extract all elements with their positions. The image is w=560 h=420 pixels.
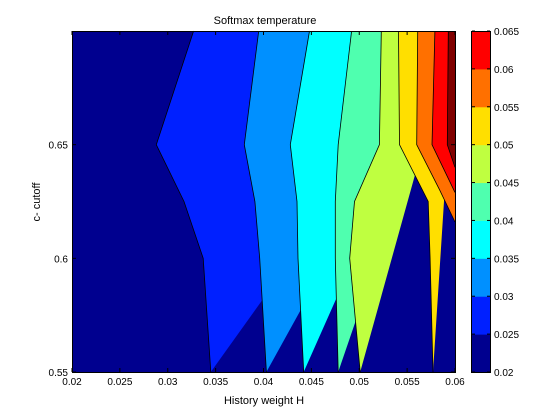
chart-title: Softmax temperature bbox=[214, 15, 317, 27]
contour-line bbox=[243, 30, 267, 373]
colorbar-frame bbox=[471, 31, 491, 373]
x-tick-label: 0.045 bbox=[299, 377, 324, 388]
colorbar-tick-label: 0.025 bbox=[494, 330, 519, 341]
x-axis-label: History weight H bbox=[224, 395, 304, 407]
colorbar-tick-label: 0.055 bbox=[494, 103, 519, 114]
contour-line bbox=[289, 30, 310, 373]
colorbar-tick-label: 0.035 bbox=[494, 254, 519, 265]
y-tick-label: 0.55 bbox=[49, 368, 69, 379]
contour-line bbox=[398, 30, 434, 373]
contour-line bbox=[431, 30, 456, 193]
colorbar-tick-label: 0.065 bbox=[494, 27, 519, 38]
y-tick-label: 0.65 bbox=[49, 141, 69, 152]
colorbar-tick-label: 0.06 bbox=[494, 65, 514, 76]
colorbar-swatch bbox=[472, 182, 490, 221]
x-tick-label: 0.03 bbox=[158, 377, 178, 388]
colorbar-swatch bbox=[472, 220, 490, 259]
colorbar: 0.02 0.025 0.03 0.035 0.04 0.045 0.05 0.055 0.06… bbox=[471, 27, 519, 379]
contour-line bbox=[416, 30, 456, 223]
contour-line bbox=[349, 30, 382, 373]
colorbar-swatch bbox=[472, 144, 490, 184]
contour-line bbox=[155, 30, 212, 373]
contour-plot-area: 0.02 0.025 0.03 0.035 0.04 0.045 0.05 0.055 0.06… bbox=[49, 30, 465, 388]
y-axis-label: c- cutoff bbox=[31, 182, 43, 222]
colorbar-swatch bbox=[472, 106, 490, 146]
x-tick-label: 0.025 bbox=[107, 377, 132, 388]
colorbar-swatch bbox=[472, 258, 490, 297]
colorbar-tick-label: 0.02 bbox=[494, 368, 514, 379]
contour-line bbox=[334, 30, 352, 373]
colorbar-swatch bbox=[472, 68, 490, 108]
y-tick-label: 0.6 bbox=[54, 254, 68, 265]
colorbar-tick-label: 0.045 bbox=[494, 179, 519, 190]
contour-band-9 bbox=[447, 31, 455, 168]
contour-line bbox=[446, 30, 456, 168]
colorbar-swatch bbox=[472, 296, 490, 335]
colorbar-tick-label: 0.05 bbox=[494, 141, 514, 152]
colorbar-swatch bbox=[472, 334, 490, 373]
x-tick-label: 0.055 bbox=[395, 377, 420, 388]
x-tick-label: 0.04 bbox=[254, 377, 274, 388]
x-tick-label: 0.06 bbox=[445, 377, 465, 388]
colorbar-tick-label: 0.04 bbox=[494, 216, 514, 227]
x-tick-label: 0.035 bbox=[203, 377, 228, 388]
x-tick-label: 0.05 bbox=[350, 377, 370, 388]
x-tick-label: 0.02 bbox=[62, 377, 82, 388]
colorbar-swatch bbox=[472, 31, 490, 70]
colorbar-tick-label: 0.03 bbox=[494, 292, 514, 303]
